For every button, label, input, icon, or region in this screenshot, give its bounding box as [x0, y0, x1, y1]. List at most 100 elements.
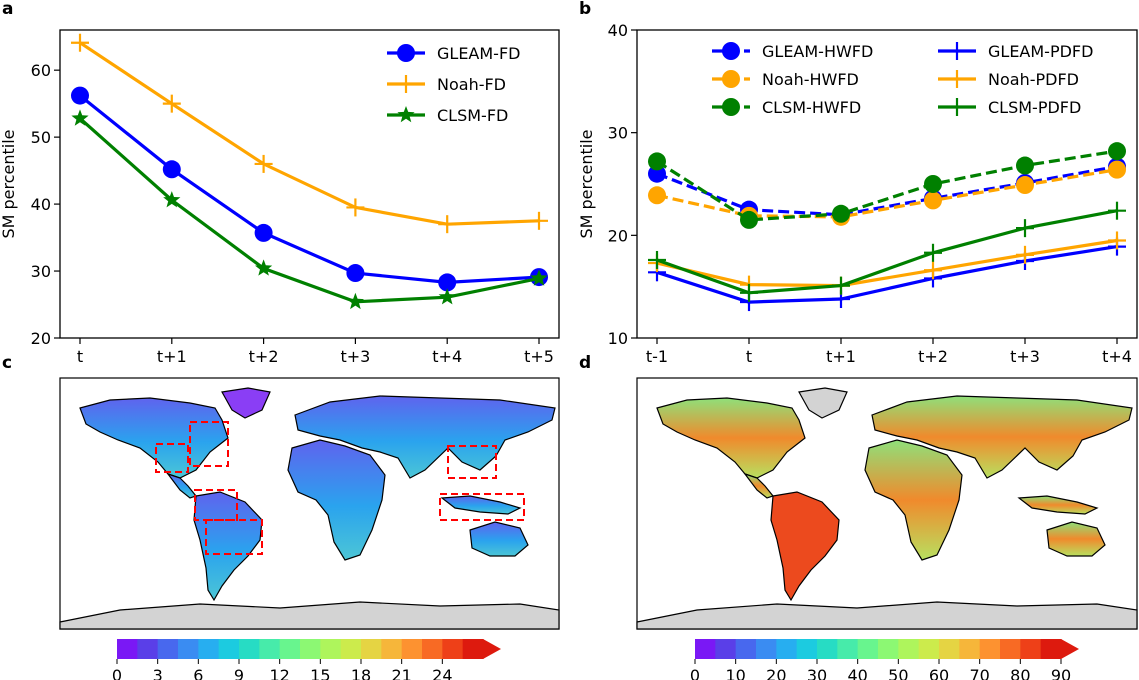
x-tick-label: t+3: [340, 347, 370, 366]
colorbar-segment: [898, 639, 920, 659]
colorbar-tick-label: 24: [432, 666, 452, 680]
series-line: [656, 245, 1118, 304]
colorbar-tick-label: 3: [153, 666, 163, 680]
colorbar-segment: [279, 639, 301, 659]
australia-d: [1046, 521, 1106, 557]
antarctica-c: [59, 601, 560, 630]
data-point: [924, 175, 942, 193]
colorbar-segment: [796, 639, 818, 659]
series-gleam-hwfd: [648, 157, 1126, 224]
antarctica-d: [636, 601, 1138, 630]
colorbar-segment: [735, 639, 757, 659]
data-point: [1108, 160, 1126, 179]
colorbar-segment: [157, 639, 179, 659]
colorbar-tick-label: 20: [766, 666, 786, 680]
x-tick-label: t+4: [432, 347, 462, 366]
legend-marker: [722, 98, 740, 116]
x-tick-label: t+3: [1010, 347, 1040, 366]
colorbar-d: 0 10 20 30 40 50 60 70 80 90: [690, 639, 1079, 680]
series-clsm-fd: [71, 109, 548, 310]
colorbar-tick-label: 80: [1010, 666, 1030, 680]
highlight-box-4: [205, 519, 263, 555]
colorbar-tick-label: 60: [929, 666, 949, 680]
y-tick-label: 30: [31, 262, 51, 281]
colorbar-segment: [422, 639, 443, 659]
colorbar-segment: [178, 639, 199, 659]
series-line: [656, 209, 1118, 295]
highlight-box-3: [194, 489, 238, 521]
colorbar-tick-label: 9: [234, 666, 244, 680]
y-axis-label-b: SM percentile: [577, 129, 596, 238]
legend-label: Noah-FD: [437, 75, 506, 94]
data-point: [71, 33, 89, 52]
colorbar-extend-arrow: [483, 639, 501, 659]
y-tick-label: 50: [31, 128, 51, 147]
colorbar-segment: [959, 639, 981, 659]
colorbar-segment: [361, 639, 382, 659]
series-noah-hwfd: [648, 160, 1126, 226]
data-point: [438, 273, 457, 292]
colorbar-tick-label: 30: [807, 666, 827, 680]
data-point: [346, 264, 365, 283]
data-point: [162, 160, 181, 179]
legend-marker: [722, 42, 740, 60]
colorbar-extend-arrow: [1061, 639, 1079, 659]
data-point: [648, 186, 666, 205]
data-point: [1016, 245, 1034, 264]
colorbar-segment: [878, 639, 899, 659]
data-point: [1108, 201, 1126, 220]
south-america-d: [770, 491, 840, 602]
legend-label: CLSM-FD: [437, 106, 508, 125]
y-tick-label: 40: [608, 21, 628, 40]
legend-marker: [722, 70, 740, 88]
colorbar-tick-label: 21: [391, 666, 411, 680]
legend-label: GLEAM-PDFD: [988, 42, 1093, 61]
colorbar-segment: [1020, 639, 1042, 659]
x-tick-label: t: [746, 347, 752, 366]
data-point: [346, 198, 365, 217]
colorbar-segment: [117, 639, 138, 659]
legend-marker: [397, 106, 415, 123]
southeast-asia-d: [1017, 495, 1099, 515]
series-line: [78, 117, 540, 304]
data-point: [530, 211, 548, 230]
panel-label-b: b: [579, 0, 591, 19]
y-axis-label-a: SM percentile: [0, 129, 18, 238]
colorbar-segment: [401, 639, 423, 659]
colorbar-tick-label: 70: [969, 666, 989, 680]
series-noah-pdfd: [648, 231, 1126, 295]
north-america-d: [656, 397, 806, 479]
chart-b: SM percentile 10 20 30 40 t-1 t t+1 t+2 t+3 t+4 GL…: [577, 21, 1138, 366]
y-tick-label: 60: [31, 61, 51, 80]
y-tick-label: 20: [31, 329, 51, 348]
y-tick-label: 40: [31, 195, 51, 214]
x-tick-label: t-1: [646, 347, 668, 366]
eurasia-c: [294, 395, 556, 479]
series-line: [656, 149, 1118, 222]
y-tick-label: 20: [608, 226, 628, 245]
eurasia-d: [871, 395, 1133, 479]
greenland-c: [221, 387, 271, 419]
data-point: [1016, 176, 1034, 195]
colorbar-tick-label: 15: [310, 666, 330, 680]
legend: GLEAM-FD Noah-FD CLSM-FD: [387, 44, 520, 125]
legend-marker: [948, 42, 966, 60]
colorbar-segment: [939, 639, 960, 659]
series-line: [656, 238, 1118, 288]
data-point: [924, 243, 942, 262]
colorbar-segment: [1000, 639, 1021, 659]
x-tick-label: t+2: [918, 347, 948, 366]
colorbar-tick-label: 6: [193, 666, 203, 680]
series-line: [78, 94, 540, 285]
colorbar-segment: [1040, 639, 1062, 659]
continents-d: [636, 387, 1138, 630]
series-line: [656, 168, 1118, 219]
colorbar-segment: [340, 639, 362, 659]
colorbar-segment: [695, 639, 716, 659]
legend-marker: [948, 98, 966, 116]
colorbar-segment: [776, 639, 798, 659]
colorbar-segment: [300, 639, 321, 659]
colorbar-tick-label: 50: [888, 666, 908, 680]
x-tick-label: t+5: [524, 347, 554, 366]
